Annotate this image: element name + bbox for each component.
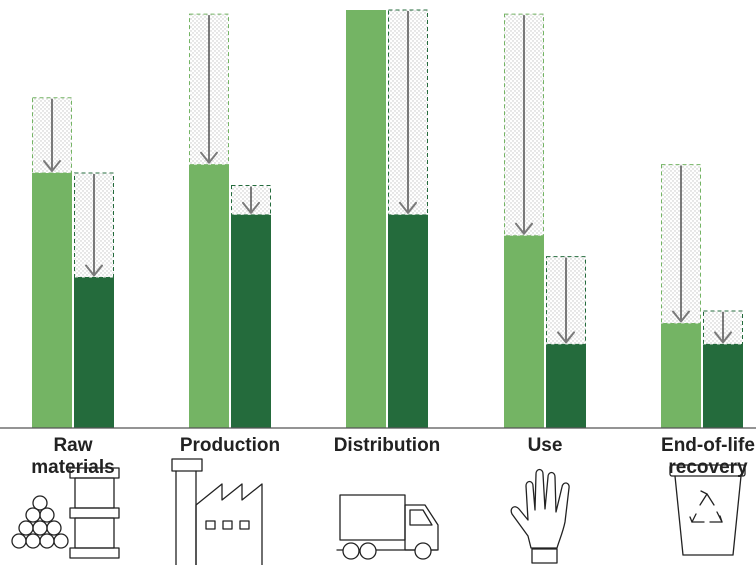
bar xyxy=(32,173,72,428)
reduction-arrowhead xyxy=(200,151,218,164)
category-label: Use xyxy=(528,435,563,456)
bar xyxy=(388,214,428,428)
reduction-arrowhead xyxy=(515,222,533,235)
delivery-truck-icon xyxy=(336,494,439,560)
reduction-arrowhead xyxy=(399,201,417,214)
recycle-bin-icon xyxy=(669,464,746,556)
bar xyxy=(74,277,114,428)
reduction-arrowhead xyxy=(242,201,260,214)
category-label: Raw materials xyxy=(31,435,114,478)
bar xyxy=(504,235,544,428)
bar xyxy=(661,323,701,428)
factory-icon xyxy=(171,458,263,565)
category-label: End-of-life recovery xyxy=(661,435,755,478)
reduction-arrowhead xyxy=(557,331,575,344)
bar xyxy=(189,164,229,428)
stacked-pipes-and-barrel-icon xyxy=(11,467,120,559)
category-label: Production xyxy=(180,435,280,456)
bar xyxy=(703,344,743,428)
bar xyxy=(546,344,586,428)
category-labels: Raw materials Production Distribution Use End… xyxy=(31,435,755,478)
bar xyxy=(231,214,271,428)
reduction-arrowhead xyxy=(672,310,690,323)
reduction-arrowhead xyxy=(85,264,103,277)
reduction-arrowhead xyxy=(43,160,61,173)
category-label: Distribution xyxy=(334,435,441,456)
bars-group xyxy=(32,9,743,428)
bar xyxy=(346,10,386,428)
raised-hand-icon xyxy=(510,468,570,564)
reduction-arrowhead xyxy=(714,331,732,344)
